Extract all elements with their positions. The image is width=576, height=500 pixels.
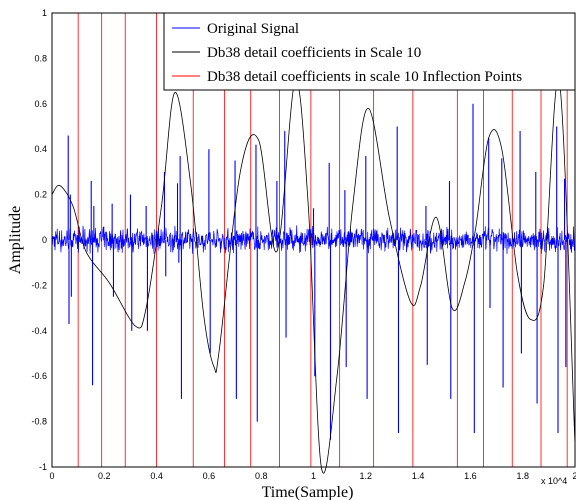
x-tick-label: 1.2: [360, 471, 373, 481]
legend: Original Signal Db38 detail coefficients …: [163, 12, 576, 91]
x-axis-label: Time(Sample): [262, 484, 354, 500]
original-signal: [51, 103, 576, 440]
x-tick-label: 0.2: [98, 471, 111, 481]
y-tick-label: 0.8: [34, 53, 47, 63]
x-tick-label: 0.4: [150, 471, 163, 481]
y-tick-label: -0.2: [31, 280, 47, 290]
x-tick-label: 1.6: [464, 471, 477, 481]
x-tick-label: 0.8: [255, 471, 268, 481]
y-tick-label: -0.8: [31, 417, 47, 427]
y-tick-label: 1: [42, 8, 47, 18]
x-tick-label: 2: [572, 471, 576, 481]
y-tick-label: 0: [42, 235, 47, 245]
legend-label: Original Signal: [207, 21, 299, 37]
detail-coefficients: [51, 78, 576, 474]
legend-box: [163, 12, 576, 91]
x-tick-label: 1: [311, 471, 316, 481]
y-tick-label: 0.4: [34, 144, 47, 154]
y-tick-label: 0.6: [34, 99, 47, 109]
y-tick-label: -0.4: [31, 326, 47, 336]
legend-label: Db38 detail coefficients in Scale 10: [207, 45, 421, 61]
y-tick-label: -1: [39, 462, 47, 472]
x-tick-label: 1.4: [412, 471, 425, 481]
detail-coefficients-line: [51, 78, 576, 474]
y-tick-label: 0.2: [34, 190, 47, 200]
y-axis-label: Amplitude: [7, 206, 24, 274]
x-tick-label: 0.6: [203, 471, 216, 481]
legend-label: Db38 detail coefficients in scale 10 Inf…: [207, 69, 522, 85]
x-tick-label: 1.8: [516, 471, 529, 481]
x-exponent-label: x 10^4: [541, 476, 567, 486]
x-tick-label: 0: [49, 471, 54, 481]
y-tick-label: -0.6: [31, 371, 47, 381]
